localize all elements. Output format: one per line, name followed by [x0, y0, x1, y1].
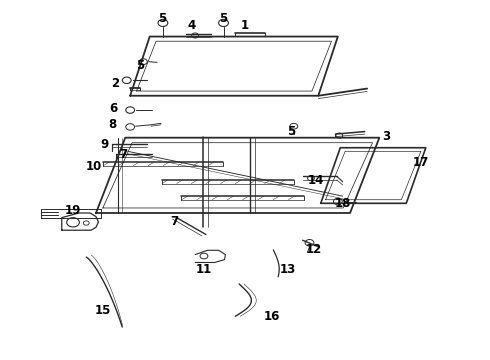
Text: 17: 17 — [413, 156, 429, 169]
Text: 14: 14 — [308, 174, 324, 187]
Text: 5: 5 — [158, 12, 166, 25]
Text: 10: 10 — [85, 160, 101, 173]
Text: 7: 7 — [119, 148, 127, 161]
Text: 5: 5 — [287, 125, 295, 138]
Text: 8: 8 — [108, 118, 116, 131]
Text: 13: 13 — [280, 263, 296, 276]
Text: 18: 18 — [335, 197, 351, 210]
Text: 15: 15 — [95, 305, 112, 318]
Text: 12: 12 — [305, 243, 321, 256]
Text: 6: 6 — [109, 102, 117, 115]
Text: 5: 5 — [136, 59, 144, 72]
Text: 3: 3 — [383, 130, 391, 144]
Text: 2: 2 — [111, 77, 120, 90]
Text: 5: 5 — [219, 12, 227, 25]
Text: 16: 16 — [264, 310, 280, 324]
Text: 7: 7 — [170, 215, 178, 228]
Text: 9: 9 — [100, 138, 108, 150]
Text: 11: 11 — [196, 263, 212, 276]
Text: 1: 1 — [241, 19, 249, 32]
Text: 4: 4 — [187, 19, 196, 32]
Text: 19: 19 — [65, 204, 81, 217]
